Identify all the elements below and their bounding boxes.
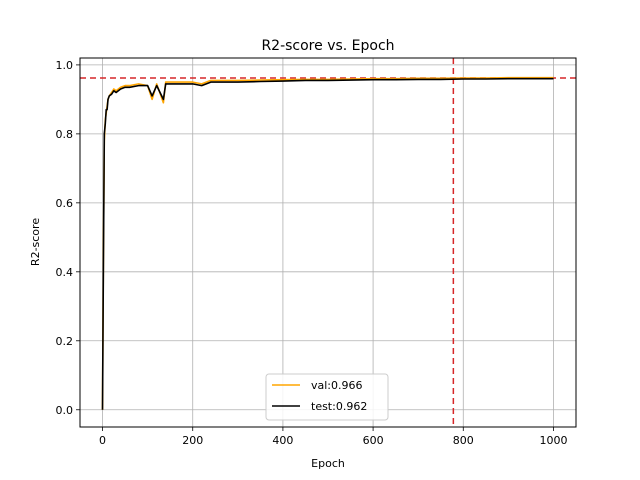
series-line-val — [101, 76, 554, 410]
x-tick-label: 200 — [182, 434, 203, 447]
legend: val:0.966 test:0.962 — [265, 373, 389, 421]
reference-lines — [80, 58, 576, 427]
y-tick-label: 1.0 — [56, 59, 74, 72]
y-axis-ticks: 0.0 0.2 0.4 0.6 0.8 1.0 — [56, 59, 80, 417]
x-tick-label: 400 — [272, 434, 293, 447]
legend-label-val: val:0.966 — [311, 379, 363, 392]
grid-lines — [80, 58, 576, 427]
x-tick-label: 0 — [99, 434, 106, 447]
series-layer — [101, 76, 554, 410]
plot-frame — [79, 57, 577, 428]
y-tick-label: 0.6 — [56, 197, 74, 210]
x-tick-label: 600 — [363, 434, 384, 447]
x-tick-label: 800 — [453, 434, 474, 447]
chart-title: R2-score vs. Epoch — [261, 38, 394, 54]
legend-label-test: test:0.962 — [311, 400, 367, 413]
x-tick-label: 1000 — [539, 434, 567, 447]
y-tick-label: 0.4 — [56, 266, 74, 279]
y-axis-label: R2-score — [29, 218, 42, 266]
series-line-test — [101, 77, 554, 410]
x-axis-label: Epoch — [311, 457, 345, 470]
y-tick-label: 0.0 — [56, 404, 74, 417]
x-axis-ticks: 0 200 400 600 800 1000 — [99, 427, 567, 447]
y-tick-label: 0.2 — [56, 335, 74, 348]
y-tick-label: 0.8 — [56, 128, 74, 141]
